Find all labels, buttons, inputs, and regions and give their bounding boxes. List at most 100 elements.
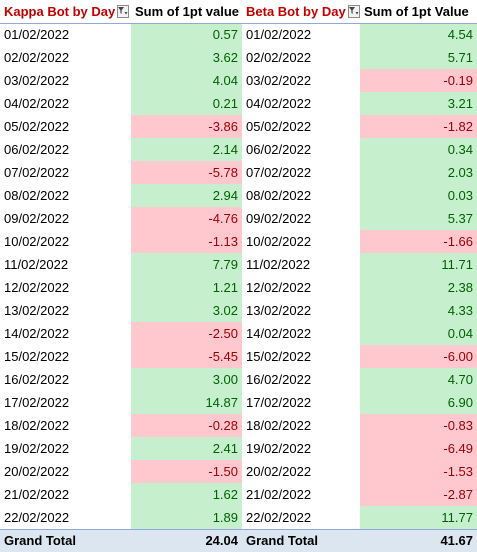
date-cell[interactable]: 05/02/2022 [246,119,312,134]
value-cell[interactable]: 2.03 [360,161,477,184]
date-cell[interactable]: 16/02/2022 [246,372,312,387]
value-cell[interactable]: -1.53 [360,460,477,483]
value-cell[interactable]: -4.76 [131,207,242,230]
date-cell[interactable]: 20/02/2022 [4,464,70,479]
table-row: 17/02/2022 14.87 [0,391,242,414]
date-cell[interactable]: 09/02/2022 [4,211,70,226]
kappa-row-label-header[interactable]: Kappa Bot by Day [0,0,131,24]
date-cell[interactable]: 18/02/2022 [4,418,70,433]
date-cell[interactable]: 18/02/2022 [246,418,312,433]
date-cell[interactable]: 05/02/2022 [4,119,70,134]
value-cell[interactable]: 2.14 [131,138,242,161]
value-cell[interactable]: -5.45 [131,345,242,368]
value-cell[interactable]: -1.66 [360,230,477,253]
value-cell[interactable]: 11.77 [360,506,477,529]
beta-value-header[interactable]: Sum of 1pt Value [360,0,477,24]
value-cell[interactable]: 4.70 [360,368,477,391]
date-cell[interactable]: 04/02/2022 [246,96,312,111]
value-cell[interactable]: -2.87 [360,483,477,506]
grand-total-value[interactable]: 24.04 [131,528,242,552]
filter-dropdown-icon[interactable] [347,4,360,18]
date-cell[interactable]: 17/02/2022 [246,395,312,410]
date-cell[interactable]: 10/02/2022 [4,234,70,249]
grand-total-value[interactable]: 41.67 [360,528,477,552]
date-cell[interactable]: 13/02/2022 [4,303,70,318]
value-cell[interactable]: 3.02 [131,299,242,322]
value-cell[interactable]: 4.54 [360,23,477,46]
value-cell[interactable]: 4.33 [360,299,477,322]
value-cell[interactable]: 2.38 [360,276,477,299]
value-cell[interactable]: 1.62 [131,483,242,506]
value-cell[interactable]: 0.57 [131,23,242,46]
date-cell[interactable]: 11/02/2022 [246,257,311,272]
value-cell[interactable]: 2.94 [131,184,242,207]
date-cell[interactable]: 08/02/2022 [4,188,70,203]
date-cell[interactable]: 22/02/2022 [246,509,312,525]
value-cell[interactable]: 0.21 [131,92,242,115]
value-cell[interactable]: 1.89 [131,506,242,529]
date-cell[interactable]: 22/02/2022 [4,509,70,525]
value-cell[interactable]: 1.21 [131,276,242,299]
date-cell[interactable]: 02/02/2022 [246,50,312,65]
date-cell[interactable]: 15/02/2022 [4,349,70,364]
value-cell[interactable]: -0.83 [360,414,477,437]
grand-total-label[interactable]: Grand Total [0,528,131,552]
value-cell[interactable]: 11.71 [360,253,477,276]
date-cell[interactable]: 04/02/2022 [4,96,70,111]
date-cell[interactable]: 03/02/2022 [246,73,312,88]
value-cell[interactable]: 3.62 [131,46,242,69]
value-cell[interactable]: 0.04 [360,322,477,345]
date-cell[interactable]: 14/02/2022 [246,326,312,341]
grand-total-label[interactable]: Grand Total [242,528,360,552]
value-cell[interactable]: 0.03 [360,184,477,207]
date-cell[interactable]: 21/02/2022 [246,487,312,502]
date-cell[interactable]: 10/02/2022 [246,234,312,249]
value-cell[interactable]: -2.50 [131,322,242,345]
value-cell[interactable]: 4.04 [131,69,242,92]
value-cell[interactable]: 6.90 [360,391,477,414]
date-cell[interactable]: 21/02/2022 [4,487,70,502]
date-cell[interactable]: 13/02/2022 [246,303,312,318]
value-cell[interactable]: -1.82 [360,115,477,138]
date-cell[interactable]: 12/02/2022 [4,280,70,295]
date-cell[interactable]: 01/02/2022 [4,27,70,43]
date-cell[interactable]: 06/02/2022 [4,142,70,157]
date-cell[interactable]: 09/02/2022 [246,211,312,226]
value-cell[interactable]: -6.00 [360,345,477,368]
date-cell[interactable]: 07/02/2022 [4,165,70,180]
date-cell[interactable]: 06/02/2022 [246,142,312,157]
value-cell[interactable]: -3.86 [131,115,242,138]
value-cell[interactable]: 14.87 [131,391,242,414]
beta-row-label-header[interactable]: Beta Bot by Day [242,0,360,24]
value-cell[interactable]: -0.19 [360,69,477,92]
value-cell[interactable]: 7.79 [131,253,242,276]
value-cell[interactable]: -5.78 [131,161,242,184]
date-cell[interactable]: 01/02/2022 [246,27,312,43]
date-cell[interactable]: 14/02/2022 [4,326,70,341]
date-cell[interactable]: 07/02/2022 [246,165,312,180]
value-cell[interactable]: -1.50 [131,460,242,483]
date-cell[interactable]: 15/02/2022 [246,349,312,364]
date-cell[interactable]: 17/02/2022 [4,395,70,410]
value-cell[interactable]: 0.34 [360,138,477,161]
date-cell[interactable]: 19/02/2022 [4,441,70,456]
date-cell[interactable]: 02/02/2022 [4,50,70,65]
date-cell[interactable]: 20/02/2022 [246,464,312,479]
value-cell[interactable]: 3.00 [131,368,242,391]
value-cell[interactable]: 5.37 [360,207,477,230]
table-row: 14/02/2022 -2.50 [0,322,242,345]
date-cell[interactable]: 03/02/2022 [4,73,70,88]
date-cell[interactable]: 16/02/2022 [4,372,70,387]
value-cell[interactable]: -1.13 [131,230,242,253]
value-cell[interactable]: -0.28 [131,414,242,437]
date-cell[interactable]: 08/02/2022 [246,188,312,203]
value-cell[interactable]: 5.71 [360,46,477,69]
date-cell[interactable]: 19/02/2022 [246,441,312,456]
filter-dropdown-icon[interactable] [117,4,130,18]
value-cell[interactable]: -6.49 [360,437,477,460]
date-cell[interactable]: 12/02/2022 [246,280,312,295]
date-cell[interactable]: 11/02/2022 [4,257,69,272]
value-cell[interactable]: 3.21 [360,92,477,115]
kappa-value-header[interactable]: Sum of 1pt value [131,0,242,24]
value-cell[interactable]: 2.41 [131,437,242,460]
